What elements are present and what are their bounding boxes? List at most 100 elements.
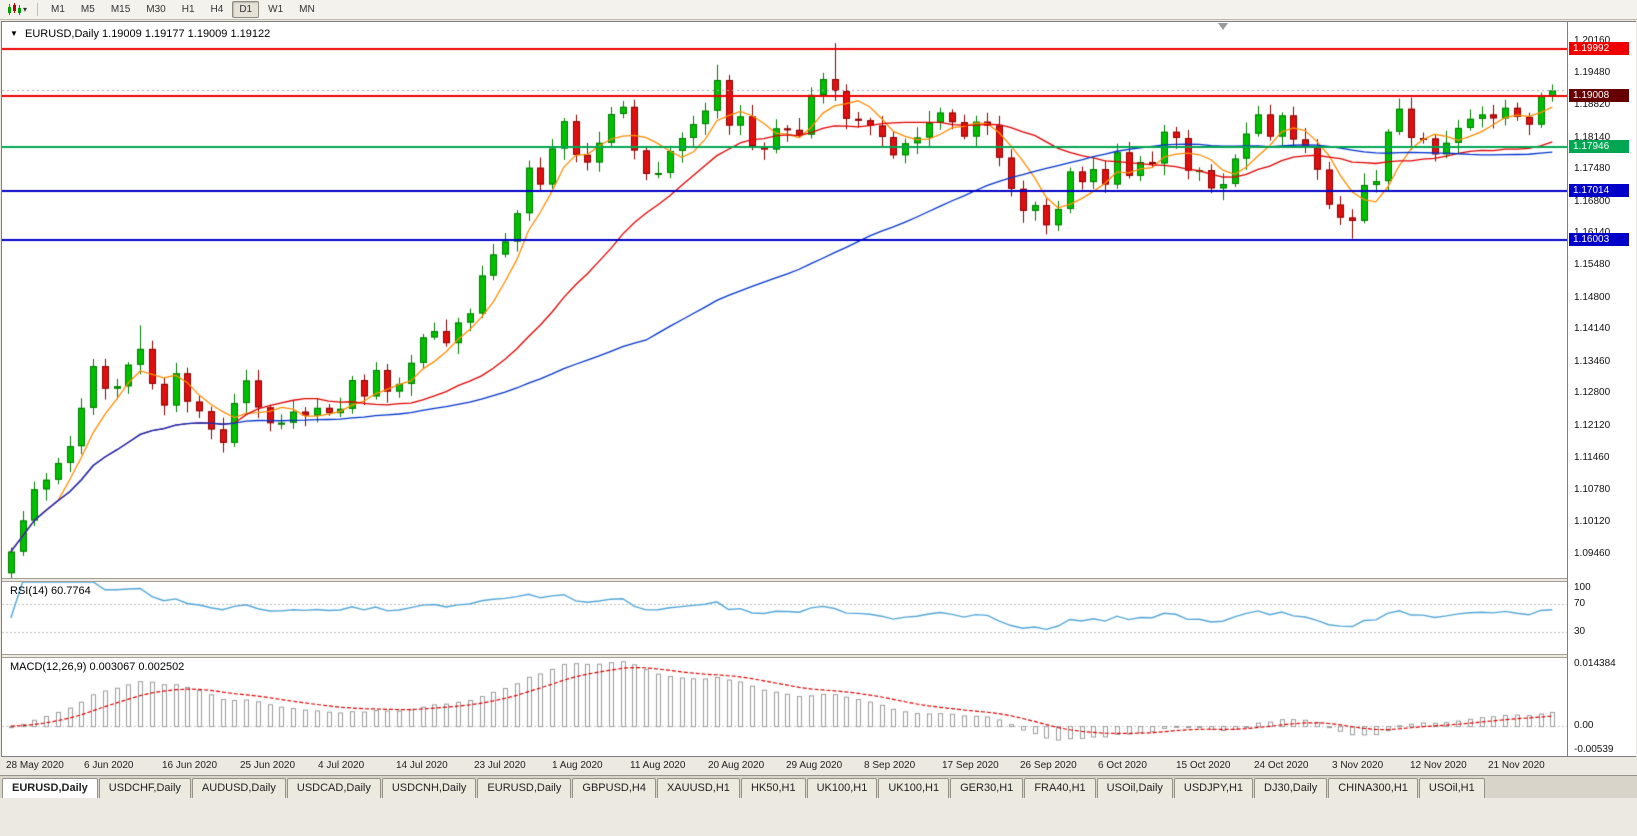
macd-canvas[interactable]: [2, 658, 1567, 756]
date-label: 25 Jun 2020: [240, 760, 296, 771]
chart-tab-uk100-h1[interactable]: UK100,H1: [878, 778, 950, 798]
timeframe-button-d1[interactable]: D1: [232, 1, 260, 18]
macd-name: MACD(12,26,9): [10, 661, 87, 673]
chart-window: ▼ EURUSD,Daily 1.19009 1.19177 1.19009 1…: [1, 21, 1636, 757]
date-label: 6 Jun 2020: [84, 760, 134, 771]
chart-tab-hk50-h1[interactable]: HK50,H1: [740, 778, 806, 798]
timeframe-button-h4[interactable]: H4: [210, 4, 224, 15]
chart-tab-eurusd-daily[interactable]: EURUSD,Daily: [2, 778, 98, 798]
rsi-tick: 70: [1574, 597, 1586, 609]
price-tick: 1.17480: [1574, 163, 1611, 175]
date-label: 29 Aug 2020: [786, 760, 843, 771]
price-tick: 1.19480: [1574, 67, 1611, 79]
price-tick: 1.09460: [1574, 547, 1611, 559]
date-label: 8 Sep 2020: [864, 760, 916, 771]
timeframe-button-w1[interactable]: W1: [268, 4, 284, 15]
price-tick: 1.16800: [1574, 195, 1611, 207]
top-toolbar: ▾ M1 M5 M15 M30 H1 H4 D1 W1 MN: [0, 0, 1637, 20]
dropdown-arrow-icon: ▾: [23, 5, 28, 14]
price-level-tag: 1.16003: [1569, 232, 1629, 246]
macd-scale: 0.014384 0.00 -0.00539: [1568, 658, 1636, 756]
date-label: 11 Aug 2020: [630, 760, 686, 771]
price-tick: 1.14140: [1574, 323, 1611, 335]
price-level-tag: 1.17946: [1569, 139, 1629, 153]
date-label: 20 Aug 2020: [708, 760, 765, 771]
collapse-triangle-icon[interactable]: ▼: [10, 29, 18, 38]
date-label: 24 Oct 2020: [1254, 760, 1309, 771]
chart-title: ▼ EURUSD,Daily 1.19009 1.19177 1.19009 1…: [10, 28, 270, 40]
chart-tab-dj30-daily[interactable]: DJ30,Daily: [1254, 778, 1328, 798]
chart-tab-usoil-h1[interactable]: USOil,H1: [1418, 778, 1485, 798]
chart-tab-usdcad-daily[interactable]: USDCAD,Daily: [286, 778, 381, 798]
date-label: 15 Oct 2020: [1176, 760, 1231, 771]
chart-symbol-label: EURUSD,Daily: [24, 28, 99, 40]
date-label: 3 Nov 2020: [1332, 760, 1384, 771]
rsi-tick: 30: [1574, 626, 1586, 638]
rsi-tick: 100: [1574, 582, 1591, 593]
date-label: 26 Sep 2020: [1020, 760, 1077, 771]
chart-tabs-bar: EURUSD,Daily USDCHF,Daily AUDUSD,Daily USDC…: [0, 775, 1637, 798]
chart-tab-usdjpy-h1[interactable]: USDJPY,H1: [1173, 778, 1254, 798]
date-label: 23 Jul 2020: [474, 760, 526, 771]
macd-panel-splitter[interactable]: [2, 654, 1635, 658]
timeframe-button-h1[interactable]: H1: [181, 4, 195, 15]
date-label: 12 Nov 2020: [1410, 760, 1467, 771]
rsi-name: RSI(14): [10, 585, 48, 597]
price-tick: 1.18140: [1574, 131, 1611, 143]
price-tick: 1.10120: [1574, 515, 1611, 527]
macd-tick: 0.014384: [1574, 658, 1616, 669]
timeframe-toolbar: M1 M5 M15 M30 H1 H4 D1 W1 MN: [43, 1, 323, 18]
macd-label: MACD(12,26,9) 0.003067 0.002502: [10, 661, 184, 673]
price-chart-canvas[interactable]: [2, 22, 1567, 578]
chart-tab-china300-h1[interactable]: CHINA300,H1: [1328, 778, 1418, 798]
timeframe-button-mn[interactable]: MN: [299, 4, 315, 15]
rsi-canvas[interactable]: [2, 582, 1567, 654]
chart-ohlc-values: 1.19009 1.19177 1.19009 1.19122: [102, 28, 271, 40]
price-tick: 1.10780: [1574, 484, 1611, 496]
macd-values: 0.003067 0.002502: [89, 661, 185, 673]
price-tick: 1.12800: [1574, 387, 1611, 399]
price-level-tag: 1.19008: [1569, 88, 1629, 102]
chart-tab-ger30-h1[interactable]: GER30,H1: [950, 778, 1024, 798]
price-tick: 1.16140: [1574, 227, 1610, 238]
date-label: 6 Oct 2020: [1098, 760, 1147, 771]
chart-tab-audusd-daily[interactable]: AUDUSD,Daily: [191, 778, 286, 798]
chart-tab-uk100-h1[interactable]: UK100,H1: [806, 778, 878, 798]
price-tick: 1.12120: [1574, 420, 1611, 432]
timeframe-button-m1[interactable]: M1: [51, 4, 65, 15]
chart-tab-eurusd-daily[interactable]: EURUSD,Daily: [477, 778, 572, 798]
date-label: 1 Aug 2020: [552, 760, 603, 771]
timeframe-button-m5[interactable]: M5: [80, 4, 95, 15]
rsi-panel-splitter[interactable]: [2, 578, 1635, 582]
chart-shift-marker: [1218, 23, 1228, 30]
toolbar-separator: [37, 3, 39, 16]
candlestick-chart-icon: [8, 3, 21, 15]
main-price-scale: 1.20160 1.19480 1.18820 1.18140 1.17480 1.168…: [1568, 22, 1636, 578]
macd-tick: 0.00: [1574, 720, 1594, 732]
rsi-value: 60.7764: [50, 585, 91, 597]
date-label: 4 Jul 2020: [318, 760, 365, 771]
date-label: 14 Jul 2020: [396, 760, 448, 771]
price-level-tag: 1.17014: [1569, 184, 1629, 198]
price-tick: 1.20160: [1574, 34, 1611, 46]
chart-tab-usdcnh-daily[interactable]: USDCNH,Daily: [381, 778, 477, 798]
chart-type-button[interactable]: ▾: [4, 2, 30, 17]
date-label: 28 May 2020: [6, 760, 64, 771]
chart-tab-xauusd-h1[interactable]: XAUUSD,H1: [656, 778, 740, 798]
price-tick: 1.18820: [1574, 98, 1611, 110]
time-scale[interactable]: 28 May 2020 6 Jun 2020 16 Jun 2020 25 Jun 2…: [0, 757, 1637, 775]
date-label: 21 Nov 2020: [1488, 760, 1545, 771]
timeframe-button-m15[interactable]: M15: [110, 4, 131, 15]
price-level-tag: 1.19992: [1569, 41, 1629, 55]
timeframe-button-m30[interactable]: M30: [146, 4, 166, 15]
date-label: 16 Jun 2020: [162, 760, 218, 771]
price-tick: 1.13460: [1574, 355, 1611, 367]
chart-tab-fra40-h1[interactable]: FRA40,H1: [1024, 778, 1096, 798]
chart-tab-usdchf-daily[interactable]: USDCHF,Daily: [98, 778, 191, 798]
chart-tab-usoil-daily[interactable]: USOil,Daily: [1096, 778, 1173, 798]
price-tick: 1.15480: [1574, 259, 1611, 270]
price-scale-column[interactable]: 1.20160 1.19480 1.18820 1.18140 1.17480 1.168…: [1567, 22, 1636, 756]
chart-tab-gbpusd-h4[interactable]: GBPUSD,H4: [572, 778, 656, 798]
macd-tick: -0.00539: [1574, 743, 1614, 755]
